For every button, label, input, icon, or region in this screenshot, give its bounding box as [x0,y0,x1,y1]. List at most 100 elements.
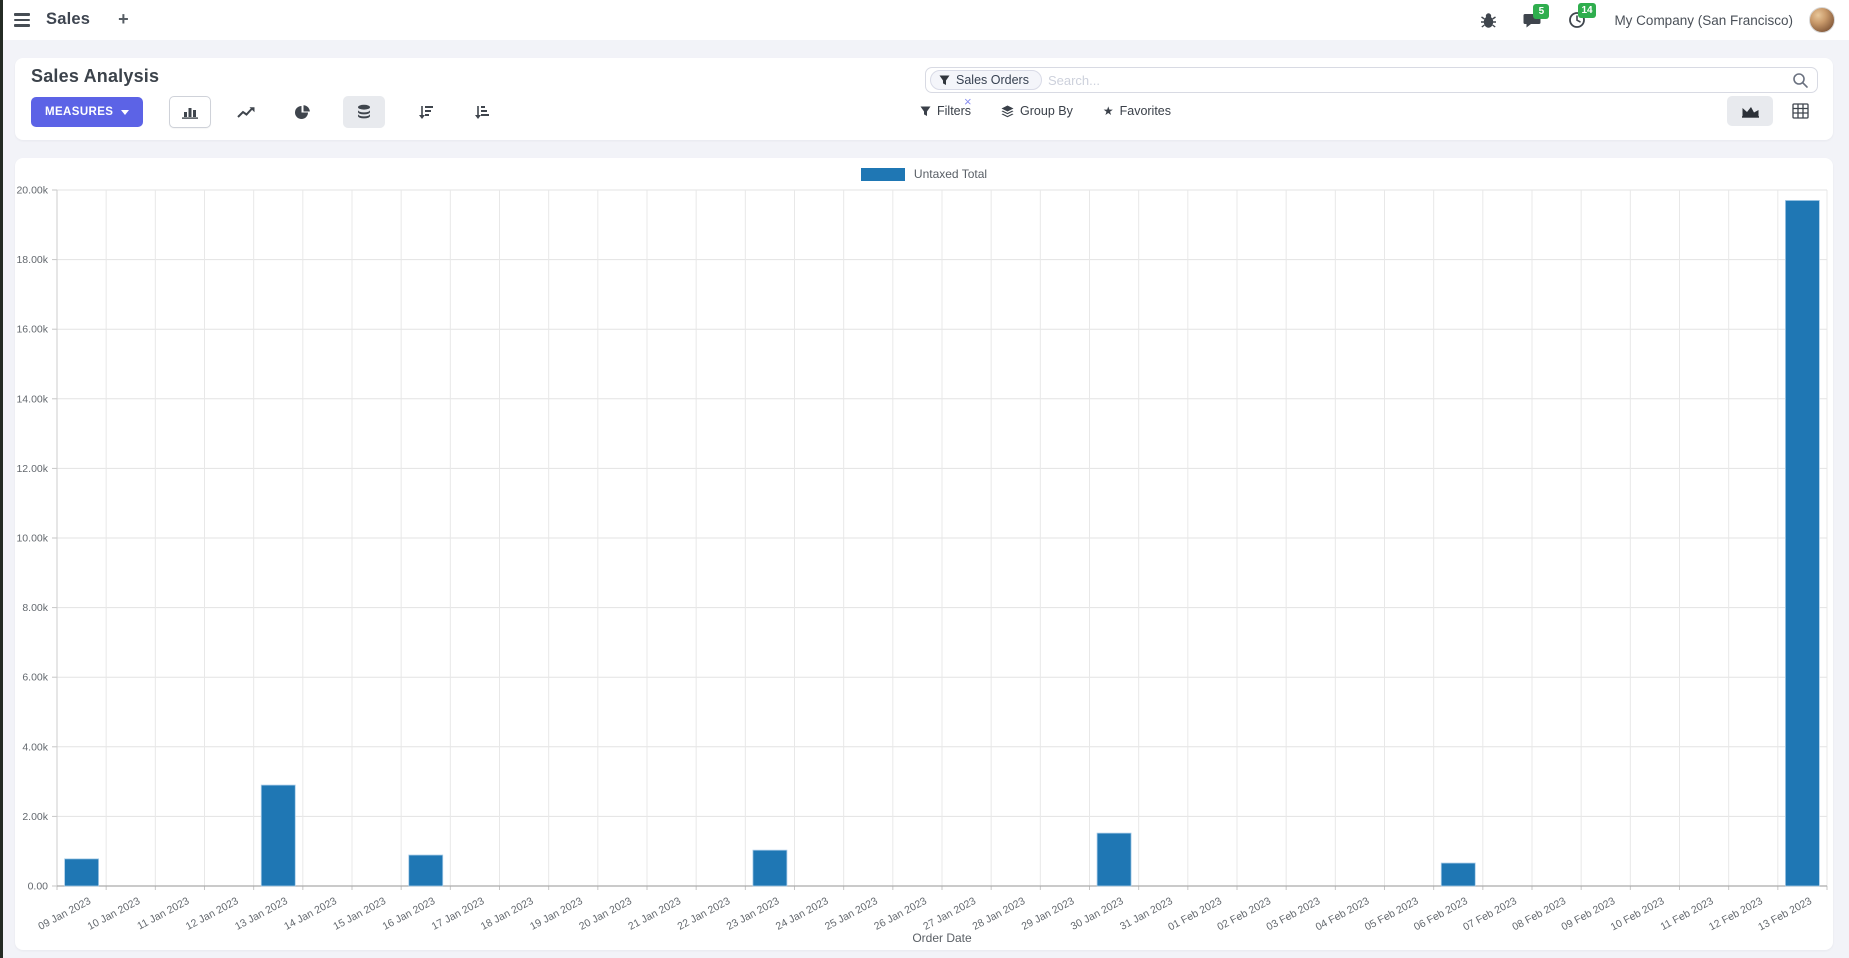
funnel-icon [939,75,950,85]
layers-icon [1001,105,1014,117]
y-tick-label: 16.00k [16,324,48,336]
search-input[interactable] [1047,72,1792,88]
x-tick-label: 04 Feb 2023 [1314,895,1372,933]
y-tick-label: 6.00k [22,672,48,684]
graph-view-button[interactable] [1727,96,1773,126]
plus-icon[interactable]: + [118,9,129,30]
x-tick-label: 17 Jan 2023 [430,895,487,933]
x-tick-label: 13 Jan 2023 [233,895,290,933]
x-tick-label: 15 Jan 2023 [331,895,388,933]
y-tick-label: 18.00k [16,254,48,266]
y-tick-label: 12.00k [16,463,48,475]
pie-chart-icon [294,104,310,119]
x-tick-label: 09 Feb 2023 [1559,895,1617,933]
filters-menu-button[interactable]: Filters [920,104,971,118]
line-chart-button[interactable] [225,96,267,128]
window-left-edge [0,0,3,958]
search-menus: Filters Group By ★ Favorites [920,96,1171,126]
messages-count-badge: 5 [1533,3,1550,19]
x-tick-label: 24 Jan 2023 [774,895,831,933]
x-tick-label: 28 Jan 2023 [970,895,1027,933]
x-tick-label: 03 Feb 2023 [1264,895,1322,933]
search-facet-sales-orders[interactable]: Sales Orders [930,70,1042,90]
x-tick-label: 12 Feb 2023 [1707,895,1765,933]
bar-16-jan-2023[interactable] [408,854,444,887]
sort-descending-button[interactable] [405,96,447,128]
x-axis-title: Order Date [912,931,972,945]
favorites-menu-button[interactable]: ★ Favorites [1102,104,1172,118]
debug-button[interactable] [1478,10,1499,31]
chart-card: Untaxed Total 20.00k 18.00k 16.00k 14.00k 12… [15,158,1833,950]
measures-button[interactable]: MEASURES [31,97,144,127]
y-tick-label: 20.00k [16,186,48,197]
x-tick-label: 30 Jan 2023 [1069,895,1126,933]
company-switcher[interactable]: My Company (San Francisco) [1614,12,1793,28]
bar-09-jan-2023[interactable] [64,858,99,887]
bar-chart-icon [182,108,199,119]
area-chart-icon [1741,106,1759,118]
hamburger-icon [14,13,30,27]
stacked-database-icon [358,104,371,119]
y-tick-label: 2.00k [22,811,48,823]
y-tick-label: 14.00k [16,393,48,405]
pivot-view-button[interactable] [1777,96,1823,126]
messages-button[interactable]: 5 [1521,3,1550,31]
sort-ascending-icon [475,105,490,119]
x-tick-label: 11 Feb 2023 [1658,895,1715,933]
x-tick-label: 07 Feb 2023 [1461,895,1519,933]
pie-chart-button[interactable] [281,96,323,128]
sort-descending-icon [419,105,434,119]
x-tick-label: 19 Jan 2023 [528,895,585,933]
user-avatar[interactable] [1809,7,1835,33]
search-icon[interactable] [1792,72,1809,89]
activities-button[interactable]: 14 [1566,3,1596,31]
star-icon: ★ [1102,104,1114,118]
x-tick-label: 13 Feb 2023 [1756,895,1814,933]
y-tick-label: 0.00 [28,881,49,893]
x-tick-label: 20 Jan 2023 [577,895,634,933]
x-tick-label: 21 Jan 2023 [626,895,683,933]
bar-chart-button[interactable] [169,96,212,128]
stacked-toggle-button[interactable] [343,96,386,128]
chart-legend[interactable]: Untaxed Total [15,167,1833,181]
x-tick-label: 01 Feb 2023 [1166,895,1224,933]
legend-swatch [860,167,905,181]
x-tick-label: 10 Feb 2023 [1609,895,1667,933]
x-tick-label: 22 Jan 2023 [675,895,732,933]
app-title-sales[interactable]: Sales [46,10,91,29]
bar-06-feb-2023[interactable] [1440,862,1476,887]
graph-toolbar: MEASURES [31,96,503,128]
x-tick-label: 12 Jan 2023 [184,895,241,933]
x-tick-label: 26 Jan 2023 [872,895,929,933]
bar-13-jan-2023[interactable] [260,784,296,887]
x-tick-label: 11 Jan 2023 [135,895,191,932]
x-tick-label: 31 Jan 2023 [1118,895,1175,933]
apps-menu-button[interactable] [12,9,32,30]
bar-23-jan-2023[interactable] [752,849,788,887]
bar-chart: 20.00k 18.00k 16.00k 14.00k 12.00k 10.00k 8.00… [16,186,1828,945]
y-tick-label: 8.00k [22,602,48,614]
pivot-table-icon [1791,103,1809,119]
group-by-menu-button[interactable]: Group By [1001,104,1073,118]
search-bar[interactable]: Sales Orders × [925,67,1818,108]
y-tick-label: 4.00k [22,741,48,753]
x-tick-label: 09 Jan 2023 [36,895,93,933]
funnel-icon [920,106,931,116]
page-title: Sales Analysis [31,66,160,86]
x-tick-label: 23 Jan 2023 [725,895,782,933]
x-tick-label: 25 Jan 2023 [823,895,880,933]
x-tick-label: 02 Feb 2023 [1215,895,1273,933]
x-tick-label: 18 Jan 2023 [479,895,536,933]
view-switcher [1727,96,1823,126]
bar-13-feb-2023[interactable] [1785,200,1820,887]
x-tick-label: 29 Jan 2023 [1020,895,1077,933]
x-tick-label: 10 Jan 2023 [85,895,142,933]
x-tick-label: 27 Jan 2023 [921,895,978,933]
sort-ascending-button[interactable] [461,96,503,128]
control-panel: Sales Analysis Sales Orders × MEASURES [15,58,1833,140]
x-tick-label: 16 Jan 2023 [380,895,437,933]
bar-30-jan-2023[interactable] [1096,832,1132,887]
facet-close-icon[interactable]: × [964,94,972,109]
y-tick-label: 10.00k [16,533,48,545]
legend-label: Untaxed Total [913,167,988,181]
